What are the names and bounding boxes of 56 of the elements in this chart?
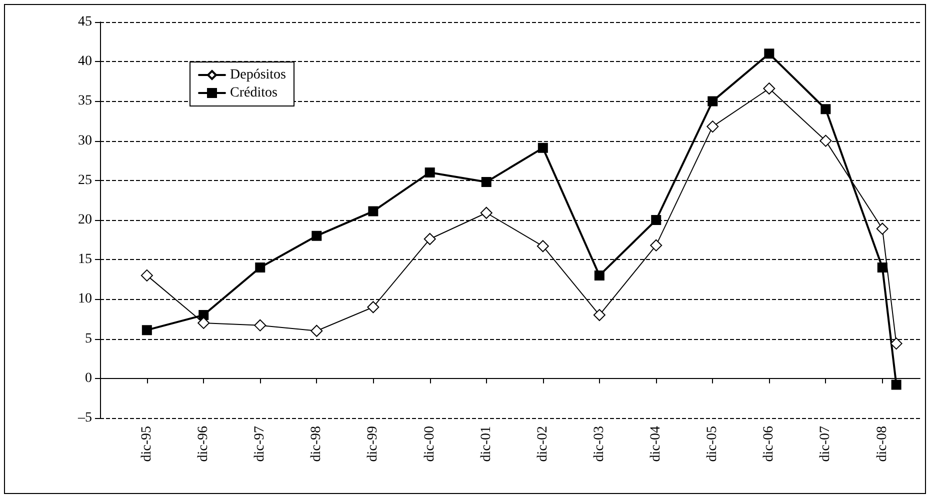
x-tick-label: dic-02: [535, 426, 550, 462]
x-tick-label: dic-98: [309, 426, 324, 462]
x-tick-label: dic-00: [422, 426, 438, 462]
point: [367, 301, 380, 314]
y-tick-label: 0: [85, 370, 92, 386]
point: [708, 96, 718, 106]
point: [650, 239, 662, 252]
x-tick-label: dic-97: [252, 426, 268, 462]
y-tick-label: 10: [78, 292, 92, 307]
y-tick-label: 40: [78, 54, 92, 70]
x-tick-label: dic-99: [366, 426, 381, 462]
point: [198, 316, 210, 329]
y-tick-label: 35: [78, 94, 92, 109]
point: [651, 215, 662, 225]
point: [424, 167, 435, 178]
point: [142, 325, 152, 336]
point: [310, 324, 323, 337]
y-tick-label: 15: [78, 252, 92, 268]
point: [820, 104, 831, 114]
y-tick-label: 30: [78, 133, 92, 148]
point: [763, 82, 776, 95]
y-tick-label: 5: [85, 331, 92, 346]
x-tick-label: dic-07: [818, 426, 834, 462]
point: [255, 262, 266, 273]
point: [536, 240, 549, 252]
point: [140, 269, 153, 282]
x-tick-label: dic-95: [139, 426, 154, 462]
x-tick-label: dic-04: [648, 426, 664, 462]
x-tick-label: dic-08: [874, 426, 890, 462]
y-tick-label: 20: [78, 212, 92, 228]
point: [424, 233, 436, 246]
legend-label: Créditos: [230, 86, 278, 100]
point: [594, 270, 604, 280]
point: [891, 380, 902, 390]
point: [890, 338, 902, 350]
y-tick-label: –5: [77, 410, 92, 426]
x-tick-label: dic-03: [592, 426, 607, 462]
point: [877, 262, 888, 273]
point: [538, 142, 548, 153]
x-tick-label: dic-05: [705, 426, 720, 462]
point: [312, 230, 322, 241]
point: [593, 309, 606, 322]
legend-label: Depósitos: [230, 68, 286, 82]
x-tick-label: dic-06: [762, 426, 777, 462]
point: [481, 176, 492, 187]
point: [480, 206, 492, 219]
point: [764, 48, 774, 59]
point: [820, 134, 832, 147]
point: [706, 120, 719, 133]
y-tick-label: 45: [78, 14, 92, 30]
y-tick-label: 25: [78, 172, 92, 188]
x-tick-label: dic-96: [196, 426, 212, 462]
point: [876, 222, 888, 235]
point: [254, 319, 266, 332]
point: [368, 206, 378, 216]
x-tick-label: dic-01: [478, 426, 494, 462]
